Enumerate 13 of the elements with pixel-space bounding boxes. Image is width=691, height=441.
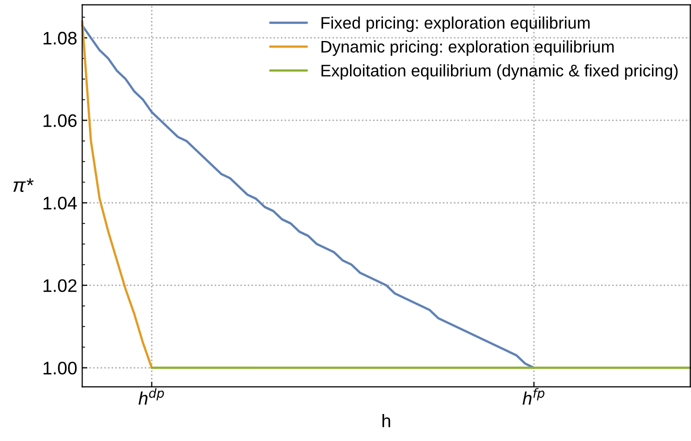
legend-label: Exploitation equilibrium (dynamic & fixed pricing) xyxy=(322,64,678,80)
y-tick-label: 1.02 xyxy=(44,279,76,292)
x-tick-label: h$^{fp}$ xyxy=(522,388,544,405)
y-axis-title: π* xyxy=(13,178,34,192)
x-tick-label: h$^{dp}$ xyxy=(138,388,164,405)
y-tick-label: 1.00 xyxy=(44,362,77,375)
line-series xyxy=(81,20,153,369)
legend-label: Fixed pricing: exploration equilibrium xyxy=(322,16,590,32)
legend-label: Dynamic pricing: exploration equilibrium xyxy=(322,40,614,56)
y-tick-label: 1.08 xyxy=(44,32,77,45)
x-axis-title: h xyxy=(382,414,390,428)
y-tick-label: 1.04 xyxy=(44,196,77,210)
y-tick-label: 1.06 xyxy=(44,114,77,128)
